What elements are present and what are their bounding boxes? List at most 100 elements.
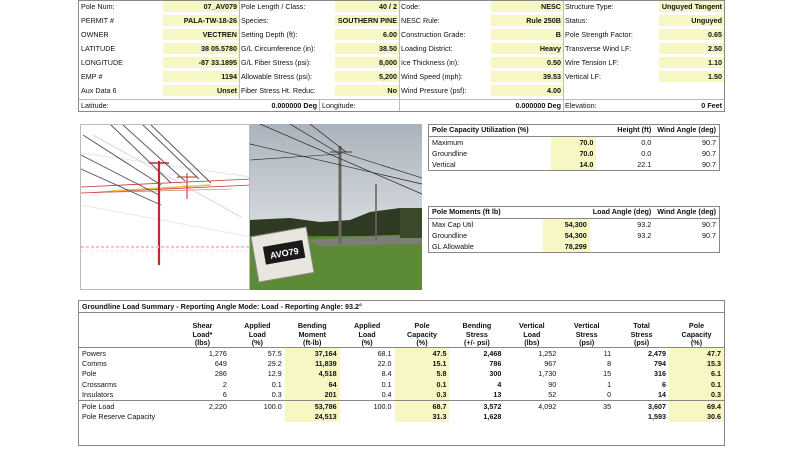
elevation-label: Elevation: bbox=[565, 101, 597, 110]
groundline-column-header-line: (%) bbox=[690, 337, 703, 347]
groundline-cell: 6 bbox=[662, 379, 667, 389]
capacity-col-height: Height (ft) bbox=[617, 125, 652, 134]
groundline-column-header-line: Pole bbox=[688, 321, 705, 331]
header-field-label: Transverse Wind LF: bbox=[565, 44, 632, 53]
groundline-reserve-row: Pole Reserve Capacity 24,513 31.3 1,628 1,59… bbox=[79, 411, 724, 422]
groundline-cell: 14 bbox=[658, 390, 667, 400]
groundline-cell: 6.1 bbox=[669, 368, 724, 380]
groundline-column-header-line: Pole bbox=[414, 321, 430, 331]
groundline-column-header-line: Bending bbox=[462, 321, 492, 331]
header-row: Pole Num: 07_AV079 Pole Length / Class: 40 … bbox=[79, 1, 724, 12]
groundline-cell: 30.6 bbox=[669, 411, 724, 422]
groundline-row: Insulators 6 0.3 201 0.4 0.3 13 52 0 14 0.3 bbox=[79, 389, 724, 401]
groundline-cell: 68.1 bbox=[377, 348, 392, 358]
moments-row: GL Allowable 78,299 bbox=[429, 241, 719, 252]
groundline-column-header: Total Stress (psi) bbox=[614, 312, 670, 348]
header-field-value: Unguyed Tangent bbox=[659, 1, 724, 12]
header-field-label: Pole Strength Factor: bbox=[565, 30, 633, 39]
header-field-value: 1194 bbox=[163, 71, 239, 82]
pole-3d-model-view bbox=[80, 124, 250, 290]
groundline-column-header-line: (psi) bbox=[579, 337, 595, 347]
capacity-row-height: 22.1 bbox=[637, 160, 652, 169]
header-field-label: Setting Depth (ft): bbox=[241, 30, 298, 39]
header-field-value: 0.50 bbox=[491, 57, 563, 68]
groundline-cell: 15.3 bbox=[669, 358, 724, 369]
longitude-value: 0.000000 Deg bbox=[481, 100, 563, 111]
pole-report-sheet: Pole Num: 07_AV079 Pole Length / Class: 40 … bbox=[78, 0, 725, 450]
groundline-column-header-line: Vertical bbox=[519, 321, 545, 331]
groundline-cell: 35 bbox=[559, 399, 615, 412]
groundline-column-header-line: (lbs) bbox=[194, 337, 211, 347]
latitude-label: Latitude: bbox=[81, 101, 109, 110]
groundline-column-header-line: Shear bbox=[192, 321, 213, 331]
pole-tag-text: AVO79 bbox=[269, 246, 299, 261]
moments-row-value: 78,299 bbox=[543, 241, 590, 252]
header-divider bbox=[399, 1, 400, 111]
groundline-cell bbox=[504, 411, 559, 421]
groundline-cell: 2 bbox=[222, 379, 227, 389]
header-field-label: Wire Tension LF: bbox=[565, 58, 619, 67]
header-field-label bbox=[563, 85, 661, 96]
groundline-cell: 286 bbox=[214, 369, 227, 379]
header-field-label: LATITUDE bbox=[81, 44, 116, 53]
groundline-column-header: Pole Capacity (%) bbox=[669, 312, 724, 348]
capacity-row-label: Groundline bbox=[432, 149, 468, 158]
groundline-column-header: Applied Load (%) bbox=[339, 312, 395, 348]
header-coordinates-row: Latitude: 0.000000 Deg Longitude: 0.0000… bbox=[79, 99, 724, 111]
header-field-value: 40 / 2 bbox=[335, 1, 399, 12]
moments-col-wind: Wind Angle (deg) bbox=[657, 207, 716, 216]
groundline-cell: 64 bbox=[284, 379, 340, 390]
header-divider bbox=[563, 1, 564, 111]
header-field-value: 5,200 bbox=[335, 71, 399, 82]
header-field-label: G/L Fiber Stress (psi): bbox=[241, 58, 312, 67]
header-field-label: Ice Thickness (in): bbox=[401, 58, 460, 67]
groundline-column-header-line: Load bbox=[248, 329, 266, 339]
moments-row: Groundline 54,300 93.2 90.7 bbox=[429, 230, 719, 241]
moments-row-value: 54,300 bbox=[543, 230, 590, 241]
groundline-cell: 8 bbox=[607, 359, 612, 369]
header-field-value: 2.50 bbox=[659, 43, 724, 54]
header-field-value: NESC bbox=[491, 1, 563, 12]
groundline-cell: 52 bbox=[548, 390, 557, 400]
capacity-title: Pole Capacity Utilization (%) bbox=[432, 125, 529, 134]
header-field-label: Pole Num: bbox=[81, 2, 115, 11]
header-field-value: 1.10 bbox=[659, 57, 724, 68]
groundline-column-header: Shear Load* (lbs) bbox=[175, 312, 230, 348]
groundline-cell: 100.0 bbox=[229, 399, 285, 412]
groundline-cell: 2,468 bbox=[483, 348, 502, 358]
header-divider bbox=[239, 1, 240, 111]
moments-row-value: 54,300 bbox=[543, 218, 590, 230]
groundline-column-header-line: Bending bbox=[297, 321, 327, 331]
groundline-cell: 11,839 bbox=[284, 358, 340, 369]
groundline-column-header-line: Capacity bbox=[407, 329, 437, 339]
capacity-rows: Maximum 70.0 0.0 90.7 Groundline 70.0 0.0 90.7 V… bbox=[429, 136, 719, 170]
moments-title: Pole Moments (ft lb) bbox=[432, 207, 501, 216]
groundline-row-label: Pole Load bbox=[79, 399, 175, 412]
pole-moments-panel: Pole Moments (ft lb) Load Angle (deg) Wi… bbox=[428, 206, 720, 253]
groundline-cell: 13 bbox=[493, 390, 502, 400]
header-field-label: Code: bbox=[401, 2, 421, 11]
groundline-cell: 29.2 bbox=[267, 359, 282, 369]
header-field-label: NESC Rule: bbox=[401, 16, 440, 25]
capacity-row-wind: 90.7 bbox=[702, 160, 716, 169]
groundline-cell: 201 bbox=[284, 389, 340, 401]
header-field-value: Unguyed bbox=[659, 15, 724, 26]
groundline-cell: 0 bbox=[607, 390, 612, 400]
groundline-row-label: Crossarms bbox=[82, 379, 117, 389]
groundline-cell: 0.1 bbox=[271, 379, 282, 389]
header-row: Aux Data 6 Unset Fiber Stress Ht. Reduc: No… bbox=[79, 85, 724, 96]
groundline-cell: 47.5 bbox=[394, 347, 450, 359]
groundline-column-header: Applied Load (%) bbox=[229, 312, 285, 348]
header-field-value: 6.00 bbox=[335, 29, 399, 40]
groundline-cell: 649 bbox=[214, 359, 227, 369]
groundline-cell: 0.1 bbox=[381, 379, 392, 389]
groundline-column-header-line: (%) bbox=[251, 337, 263, 347]
groundline-column-headers: Shear Load* (lbs) Applied Load (%) Bending Mome… bbox=[79, 312, 724, 348]
capacity-row-label: Maximum bbox=[429, 136, 551, 148]
header-field-label: Structure Type: bbox=[565, 2, 614, 11]
header-field-value: No bbox=[335, 85, 399, 96]
moments-row-label: Max Cap Util bbox=[429, 218, 544, 230]
groundline-cell: 1 bbox=[607, 379, 612, 389]
groundline-cell: 1,276 bbox=[208, 348, 227, 358]
groundline-cell: 12.9 bbox=[267, 369, 282, 379]
